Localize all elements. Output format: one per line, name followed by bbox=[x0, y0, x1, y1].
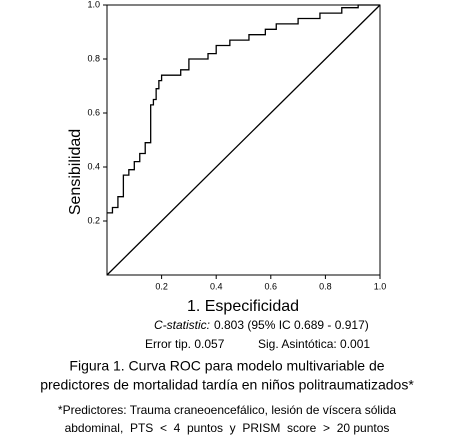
y-tick-label: 0.8 bbox=[87, 53, 100, 63]
x-tick-label: 0.8 bbox=[319, 281, 332, 291]
stats-value: 0.803 (95% IC 0.689 - 0.917) bbox=[214, 318, 369, 332]
y-axis-label: Sensibilidad bbox=[67, 129, 84, 215]
y-tick-label: 0.4 bbox=[87, 161, 100, 171]
caption: predictores de mortalidad tardía en niño… bbox=[40, 377, 414, 393]
plot-frame bbox=[106, 4, 381, 276]
x-tick-label: 1.0 bbox=[374, 281, 387, 291]
y-tick-label: 1.0 bbox=[87, 0, 100, 9]
caption: Figura 1. Curva ROC para modelo multivar… bbox=[69, 358, 384, 374]
stats-sig: Sig. Asintótica: 0.001 bbox=[258, 337, 370, 351]
stats-error: Error tip. 0.057 bbox=[145, 337, 225, 351]
footnote: abdominal, PTS < 4 puntos y PRISM score … bbox=[65, 421, 390, 435]
footnote: *Predictores: Trauma craneoencefálico, l… bbox=[58, 403, 397, 417]
y-tick-label: 0.2 bbox=[87, 215, 100, 225]
x-axis-label: 1. Especificidad bbox=[187, 298, 299, 315]
y-tick-label: 0.6 bbox=[87, 107, 100, 117]
line bbox=[106, 4, 381, 276]
x-tick-label: 0.4 bbox=[210, 281, 223, 291]
stats-label: C-statistic: bbox=[154, 318, 210, 332]
x-tick-label: 0.6 bbox=[265, 281, 278, 291]
line bbox=[107, 4, 380, 214]
x-tick-label: 0.2 bbox=[155, 281, 168, 291]
